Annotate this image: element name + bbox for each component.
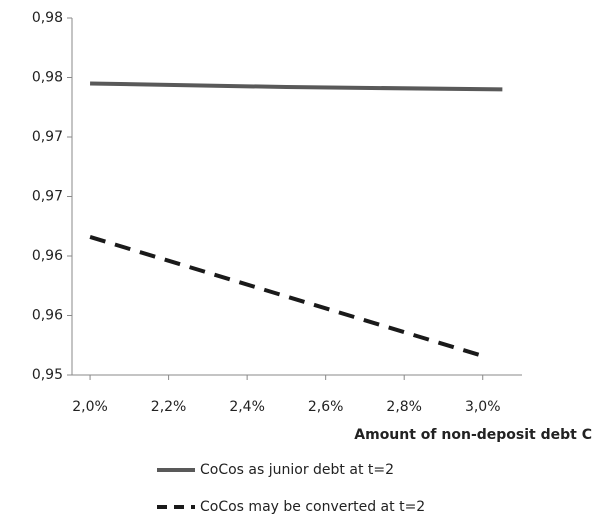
y-tick-label: 0,97 <box>32 189 63 205</box>
x-tick-label: 2,2% <box>151 399 187 415</box>
x-tick-label: 2,0% <box>72 399 108 415</box>
series-line <box>90 81 503 92</box>
legend-label: CoCos as junior debt at t=2 <box>200 462 394 478</box>
series-line <box>89 235 484 358</box>
y-tick-label: 0,96 <box>32 308 63 324</box>
y-tick-label: 0,95 <box>32 367 63 383</box>
y-tick-label: 0,96 <box>32 248 63 264</box>
y-tick-label: 0,98 <box>32 10 63 26</box>
x-axis-title: Amount of non-deposit debt C <box>354 427 592 443</box>
x-tick-label: 2,6% <box>308 399 344 415</box>
y-tick-label: 0,97 <box>32 129 63 145</box>
x-tick-label: 2,4% <box>229 399 265 415</box>
x-tick-label: 3,0% <box>465 399 501 415</box>
x-tick-label: 2,8% <box>386 399 422 415</box>
legend-label: CoCos may be converted at t=2 <box>200 499 425 515</box>
y-tick-label: 0,98 <box>32 70 63 86</box>
